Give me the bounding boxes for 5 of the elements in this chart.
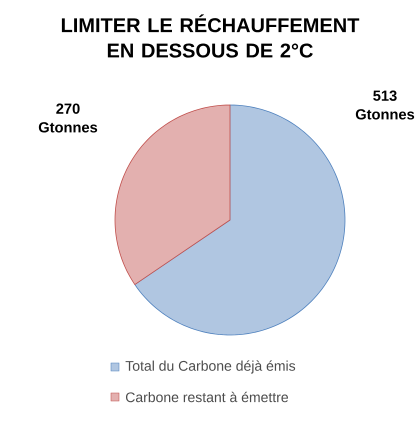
- legend-label: Carbone restant à émettre: [126, 392, 288, 402]
- data-label: 513 Gtonnes: [356, 90, 414, 120]
- chart-title: LIMITER LE RÉCHAUFFEMENT EN DESSOUS DE 2°C: [62, 14, 360, 58]
- data-label: 270 Gtonnes: [38, 103, 98, 133]
- legend-label: Total du Carbone déjà émis: [126, 360, 296, 374]
